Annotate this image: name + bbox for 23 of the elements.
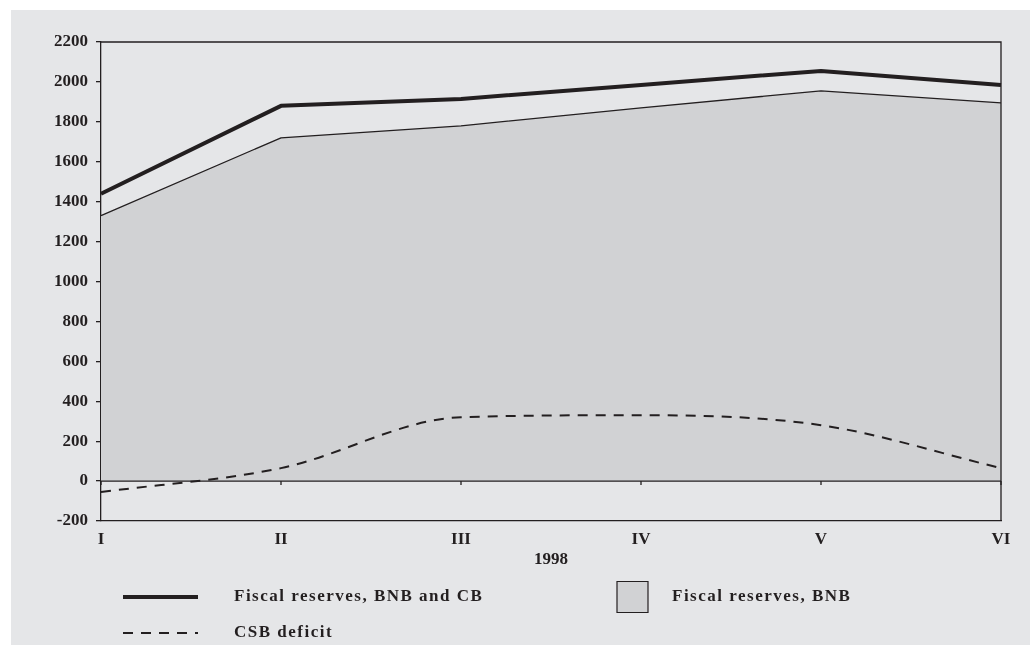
x-tick-label: III (451, 528, 472, 548)
y-tick-label: 1400 (54, 191, 88, 211)
legend-label: Fiscal reserves, BNB (672, 586, 852, 606)
y-tick-label: 800 (62, 310, 88, 330)
y-tick-label: 1200 (54, 230, 88, 250)
y-tick-label: 1600 (54, 151, 88, 171)
y-tick-label: -200 (56, 510, 88, 530)
y-tick-label: 1000 (54, 270, 88, 290)
y-tick-label: 1800 (54, 111, 88, 131)
x-tick-label: II (274, 528, 288, 548)
x-tick-label: IV (631, 528, 652, 548)
x-axis-title: 1998 (534, 549, 568, 569)
y-tick-label: 600 (62, 350, 88, 370)
y-tick-label: 2000 (54, 71, 88, 91)
y-tick-label: 400 (62, 390, 88, 410)
y-tick-label: 2200 (54, 31, 88, 51)
legend-label: Fiscal reserves, BNB and CB (234, 586, 484, 606)
x-tick-label: V (814, 528, 828, 548)
y-tick-label: 0 (79, 470, 88, 490)
x-tick-label: I (97, 528, 105, 548)
legend-label: CSB deficit (234, 622, 334, 642)
y-tick-label: 200 (62, 430, 88, 450)
x-tick-label: VI (991, 528, 1011, 548)
